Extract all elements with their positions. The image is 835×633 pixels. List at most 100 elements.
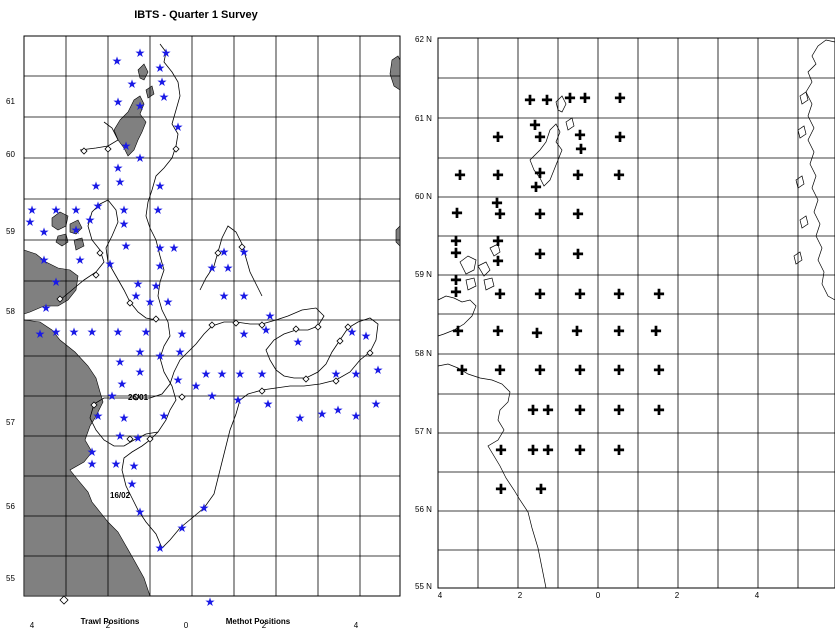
station-cross: ✚ — [534, 207, 546, 223]
trawl-station — [366, 349, 374, 357]
trawl-station — [314, 323, 322, 331]
station-cross: ✚ — [574, 403, 586, 419]
methot-station: ★ — [135, 46, 146, 60]
station-cross: ✚ — [456, 363, 468, 379]
methot-station: ★ — [293, 335, 304, 349]
methot-station: ★ — [145, 295, 156, 309]
right-coast-norway — [805, 39, 835, 301]
trawl-station — [92, 271, 100, 279]
left-lon-label: 0 — [184, 621, 189, 630]
methot-station: ★ — [93, 409, 104, 423]
left-cruise-track-2 — [59, 199, 157, 321]
left-cruise-track-4 — [79, 121, 119, 151]
methot-station: ★ — [75, 253, 86, 267]
station-cross: ✚ — [534, 363, 546, 379]
methot-station: ★ — [169, 241, 180, 255]
station-cross: ✚ — [492, 130, 504, 146]
station-cross: ✚ — [494, 207, 506, 223]
right-map-frame — [437, 37, 835, 589]
methot-station: ★ — [257, 367, 268, 381]
methot-station: ★ — [119, 411, 130, 425]
trawl-station — [208, 321, 216, 329]
methot-station: ★ — [347, 325, 358, 339]
methot-station: ★ — [351, 367, 362, 381]
station-cross: ✚ — [495, 443, 507, 459]
methot-station: ★ — [35, 327, 46, 341]
methot-station: ★ — [159, 90, 170, 104]
trawl-station — [344, 323, 352, 331]
station-cross: ✚ — [534, 247, 546, 263]
station-cross: ✚ — [492, 168, 504, 184]
station-cross: ✚ — [575, 142, 587, 158]
methot-station: ★ — [173, 373, 184, 387]
methot-station: ★ — [85, 213, 96, 227]
methot-station: ★ — [115, 429, 126, 443]
station-cross: ✚ — [534, 130, 546, 146]
station-cross: ✚ — [492, 254, 504, 270]
methot-station: ★ — [333, 403, 344, 417]
station-cross: ✚ — [653, 287, 665, 303]
right-stations: ✚ ✚ ✚ ✚ ✚ ✚ ✚ ✚ ✚ ✚ ✚ ✚ ✚ ✚ ✚ ✚ ✚ ✚ ✚ ✚ … — [450, 91, 665, 498]
trawl-station — [258, 387, 266, 395]
station-cross: ✚ — [542, 403, 554, 419]
methot-station: ★ — [111, 457, 122, 471]
methot-station: ★ — [159, 409, 170, 423]
methot-station: ★ — [39, 225, 50, 239]
methot-station: ★ — [153, 203, 164, 217]
methot-station: ★ — [135, 365, 146, 379]
trawl-station — [146, 435, 154, 443]
station-cross: ✚ — [574, 363, 586, 379]
station-cross: ✚ — [613, 363, 625, 379]
methot-station: ★ — [235, 367, 246, 381]
methot-station: ★ — [217, 367, 228, 381]
methot-station: ★ — [51, 203, 62, 217]
methot-station: ★ — [155, 61, 166, 75]
trawl-station — [59, 595, 69, 605]
date-annotation-1: 26/01 — [128, 393, 149, 402]
station-cross: ✚ — [572, 247, 584, 263]
station-cross: ✚ — [574, 128, 586, 144]
methot-station: ★ — [39, 253, 50, 267]
trawl-station — [152, 315, 160, 323]
methot-station: ★ — [219, 245, 230, 259]
methot-station: ★ — [135, 99, 146, 113]
methot-station: ★ — [93, 199, 104, 213]
methot-station: ★ — [119, 203, 130, 217]
methot-station: ★ — [263, 397, 274, 411]
left-lon-label: 4 — [30, 621, 35, 630]
methot-station: ★ — [133, 277, 144, 291]
methot-station: ★ — [161, 46, 172, 60]
methot-station: ★ — [155, 541, 166, 555]
station-cross: ✚ — [613, 324, 625, 340]
right-lat-label: 55 N — [415, 582, 432, 591]
figure-title: IBTS - Quarter 1 Survey — [134, 9, 258, 21]
methot-station: ★ — [141, 325, 152, 339]
right-lat-label: 60 N — [415, 192, 432, 201]
methot-station: ★ — [173, 120, 184, 134]
right-coast-shetland — [529, 95, 575, 187]
station-cross: ✚ — [572, 168, 584, 184]
methot-station: ★ — [127, 477, 138, 491]
station-cross: ✚ — [614, 91, 626, 107]
methot-station: ★ — [117, 377, 128, 391]
left-lon-label: 2 — [262, 621, 267, 630]
methot-station: ★ — [129, 459, 140, 473]
right-coast-caithness — [437, 295, 477, 337]
station-cross: ✚ — [574, 443, 586, 459]
trawl-station — [126, 299, 134, 307]
station-cross: ✚ — [613, 403, 625, 419]
left-lon-label: 2 — [106, 621, 111, 630]
methot-station: ★ — [41, 301, 52, 315]
methot-station: ★ — [121, 239, 132, 253]
methot-station: ★ — [207, 389, 218, 403]
right-lat-label: 61 N — [415, 114, 432, 123]
left-methot-stations: ★ ★ ★ ★ ★ ★ ★ ★ ★ ★ ★ ★ ★ ★ ★ ★ ★ ★ ★ ★ … — [25, 46, 384, 609]
methot-station: ★ — [239, 289, 250, 303]
methot-station: ★ — [205, 595, 216, 609]
right-lat-label: 59 N — [415, 270, 432, 279]
trawl-station — [238, 243, 246, 251]
methot-station: ★ — [157, 75, 168, 89]
station-cross: ✚ — [541, 93, 553, 109]
left-lat-label: 61 — [6, 97, 15, 106]
